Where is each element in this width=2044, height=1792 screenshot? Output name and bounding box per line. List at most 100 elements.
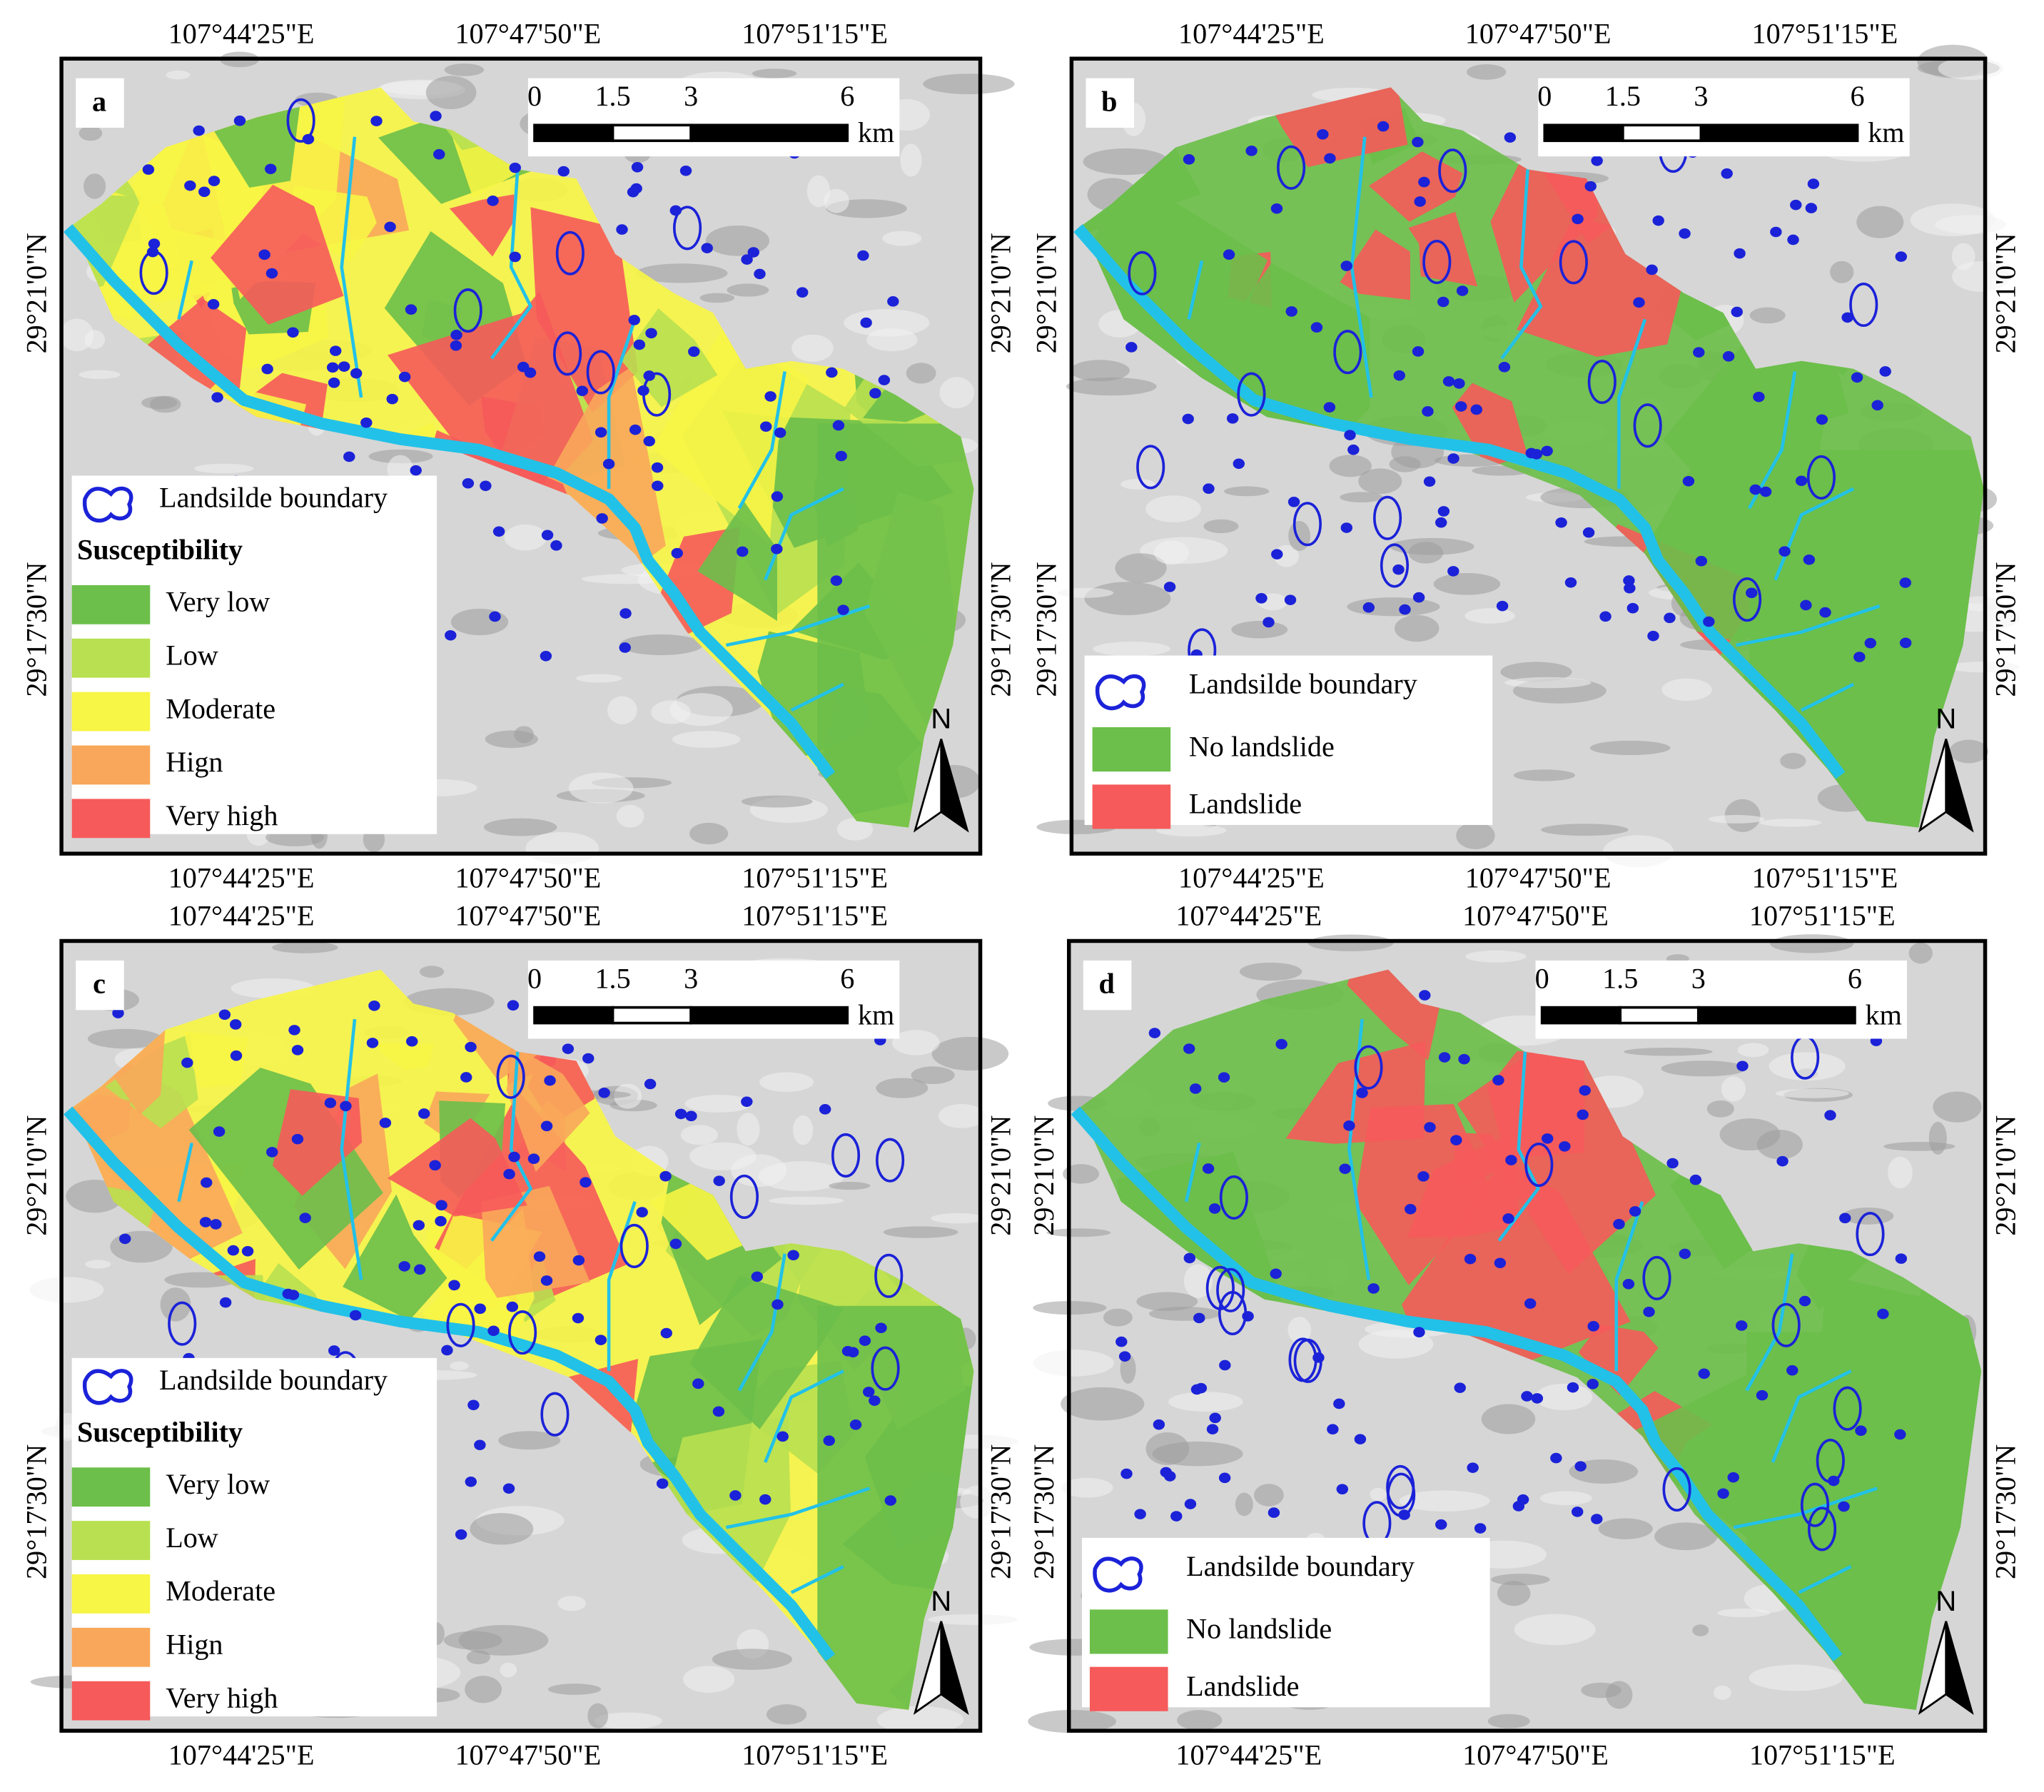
landslide-boundary: [433, 148, 445, 160]
landslide-boundary: [659, 1170, 672, 1182]
zone-patch: [1453, 1132, 1511, 1188]
landslide-boundary: [1268, 1507, 1280, 1518]
terrain-relief: [1769, 1052, 1846, 1081]
landslide-boundary: [328, 1345, 340, 1356]
terrain-relief: [1433, 573, 1501, 595]
north-arrow-right: [940, 739, 969, 833]
landslide-boundary: [1218, 1472, 1231, 1484]
terrain-relief: [892, 1030, 940, 1056]
landslide-boundary: [201, 1177, 213, 1188]
stream: [790, 1565, 844, 1594]
landslide-boundary: [1899, 577, 1911, 588]
landslide-boundary: [1455, 401, 1467, 412]
landslide-boundary: [596, 513, 608, 524]
stream: [1497, 1051, 1540, 1242]
landslide-boundary: [413, 1220, 425, 1231]
terrain-relief: [1145, 1432, 1190, 1466]
terrain-relief: [1465, 950, 1527, 963]
landslide-boundary: [729, 1174, 759, 1219]
zone-patch: [689, 1275, 844, 1429]
landslide-boundary: [674, 1108, 687, 1120]
scale-bar-segment: [1621, 123, 1703, 143]
terrain-relief: [1770, 934, 1854, 953]
landslide-boundary: [1559, 1141, 1571, 1152]
landslide-boundary: [679, 165, 692, 176]
landslide-boundary: [398, 371, 411, 383]
terrain-relief: [699, 293, 735, 303]
scale-label: 3: [1694, 80, 1708, 112]
landslide-boundary: [1786, 1365, 1798, 1376]
landslide-boundary: [265, 268, 278, 279]
landslide-boundary: [1864, 637, 1876, 649]
landslide-boundary: [118, 1233, 131, 1245]
landslide-boundary: [1153, 1419, 1165, 1430]
stream: [1187, 260, 1204, 320]
terrain-relief: [1177, 1710, 1223, 1731]
landslide-boundary: [446, 1302, 475, 1347]
landslide-boundary: [1422, 406, 1434, 417]
landslide-boundary: [445, 629, 457, 641]
terrain-relief: [1938, 57, 2003, 80]
north-label: N: [1936, 1585, 1956, 1617]
terrain-relief: [672, 731, 741, 748]
scale-label: 6: [840, 962, 854, 994]
landslide-boundary: [1347, 444, 1360, 455]
landslide-boundary: [349, 1310, 362, 1321]
landslide-boundary: [598, 1087, 610, 1098]
landslide-boundary: [1587, 1321, 1599, 1332]
legend-swatch: [71, 1521, 151, 1560]
landslide-boundary: [1682, 475, 1695, 487]
boundary-icon: [1096, 674, 1146, 711]
landslide-boundary: [1414, 196, 1426, 207]
legend-title: Susceptibility: [77, 534, 243, 566]
landslide-boundary: [1344, 430, 1356, 440]
terrain-relief: [883, 1226, 958, 1238]
terrain-relief: [806, 175, 831, 208]
top-coordinate: 107°44'25"E: [1178, 17, 1325, 49]
scale-label: 0: [1537, 80, 1552, 112]
landslide-boundary: [1120, 1468, 1133, 1479]
scale-bar-segment: [1619, 1006, 1700, 1025]
landslide-boundary: [148, 238, 161, 249]
terrain-relief: [1070, 360, 1130, 382]
landslide-boundary: [1587, 1379, 1599, 1389]
map-frame: [59, 938, 983, 1733]
stream: [1184, 1143, 1201, 1203]
landslide-boundary: [1336, 1484, 1349, 1494]
landslide-boundary: [1749, 484, 1761, 495]
landslide-boundary: [1666, 1158, 1679, 1169]
landslide-boundary: [1202, 1163, 1215, 1174]
terrain-relief: [466, 1650, 490, 1665]
landslide-boundary: [876, 1138, 905, 1183]
landslide-boundary: [692, 1378, 704, 1389]
stream: [1500, 169, 1543, 360]
terrain-relief: [1329, 455, 1372, 477]
landslide-boundary: [1555, 517, 1567, 528]
landslide-boundary: [1679, 228, 1691, 239]
landslide-boundary: [1354, 1434, 1367, 1444]
stream: [1745, 1253, 1794, 1392]
terrain-relief: [443, 1631, 502, 1650]
landslide-boundary: [1193, 1312, 1205, 1324]
landslide-boundary: [1833, 1386, 1862, 1431]
landslide-boundary: [550, 540, 562, 551]
stream: [177, 260, 193, 320]
legend-boundary: Landsilde boundary: [159, 481, 388, 513]
landslide-boundary: [1779, 546, 1791, 557]
terrain-relief: [1603, 835, 1674, 868]
landslide-boundary: [1721, 168, 1733, 179]
map-panel: a 107°44'25"E 107°44'25"E 107°47'50"E 107°47…: [20, 17, 1016, 894]
landslide-boundary: [1438, 1052, 1451, 1063]
landslide-boundary: [1219, 1360, 1231, 1371]
landslide-boundary: [1292, 502, 1322, 547]
terrain-relief: [1933, 1091, 1982, 1123]
panel-letter: b: [1101, 85, 1117, 117]
landslide-boundary: [643, 370, 655, 381]
landslide-boundary: [1340, 260, 1352, 271]
top-coordinate: 107°47'50"E: [1465, 17, 1612, 49]
terrain-relief: [1951, 243, 1975, 270]
terrain-relief: [684, 1095, 753, 1113]
landslide-boundary: [540, 1275, 553, 1286]
landslide-boundary: [527, 1153, 540, 1165]
landslide-boundary: [1183, 1043, 1195, 1054]
